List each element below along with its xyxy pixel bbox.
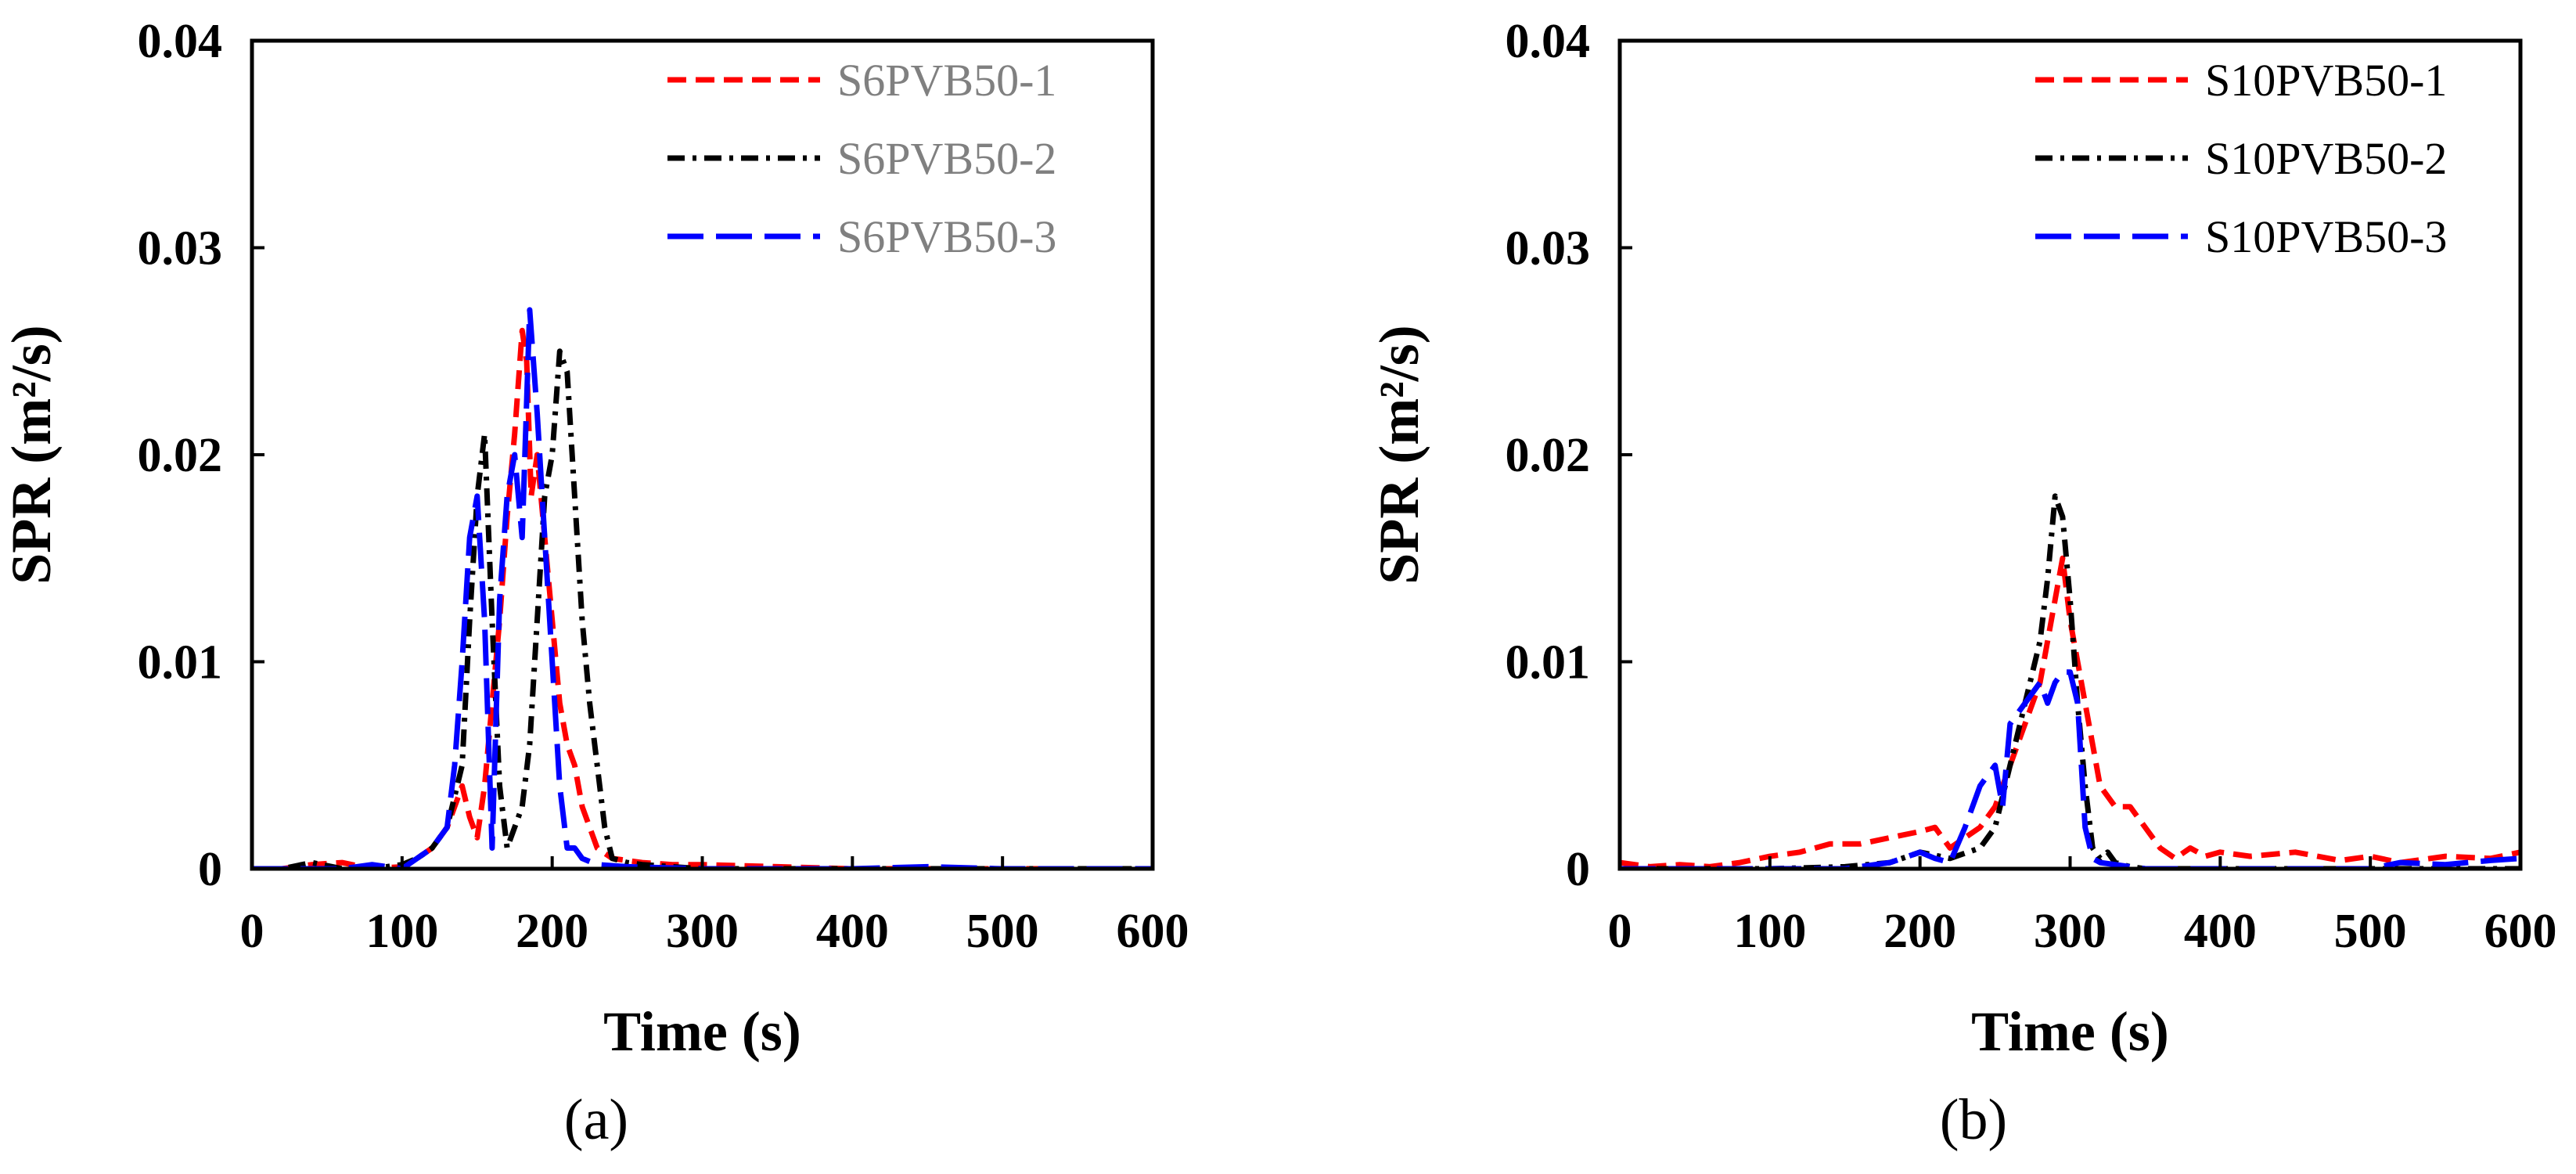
legend-label-S10PVB50-3: S10PVB50-3 (2205, 211, 2447, 262)
x-tick-label: 100 (365, 905, 438, 958)
x-tick-label: 400 (816, 905, 889, 958)
y-tick-label: 0.02 (1506, 429, 1591, 482)
x-axis-title: Time (s) (603, 1000, 801, 1063)
x-tick-label: 0 (1608, 905, 1632, 958)
legend-label-S6PVB50-1: S6PVB50-1 (837, 55, 1056, 106)
x-tick-label: 100 (1733, 905, 1806, 958)
y-tick-label: 0.03 (138, 222, 223, 275)
series-line-S6PVB50-3 (252, 307, 1153, 869)
y-axis-title: SPR (m²/s) (1368, 325, 1430, 585)
y-tick-label: 0 (198, 843, 222, 896)
x-tick-label: 300 (666, 905, 739, 958)
legend-label-S6PVB50-3: S6PVB50-3 (837, 211, 1056, 262)
chart-panel-a: 0 100 200 300 400 500 600 0 0.01 0.02 0.03 0.04 Time… (0, 15, 1189, 1152)
x-tick-label: 600 (2484, 905, 2557, 958)
legend-label-S10PVB50-1: S10PVB50-1 (2205, 55, 2447, 106)
series-line-S10PVB50-2 (1620, 493, 2520, 869)
x-tick-label: 600 (1117, 905, 1189, 958)
panel-label: (b) (1940, 1088, 2007, 1152)
series-line-S10PVB50-3 (1620, 669, 2520, 869)
y-tick-label: 0 (1566, 843, 1590, 896)
x-axis-title: Time (s) (1971, 1000, 2169, 1063)
panel-label: (a) (564, 1088, 628, 1152)
x-tick-label: 300 (2034, 905, 2106, 958)
y-axis-title: SPR (m²/s) (0, 325, 63, 585)
series-line-S10PVB50-1 (1620, 555, 2520, 869)
y-tick-label: 0.04 (1506, 15, 1591, 68)
series-line-S6PVB50-2 (252, 348, 1153, 869)
legend-label-S6PVB50-2: S6PVB50-2 (837, 133, 1056, 184)
y-tick-label: 0.01 (1506, 636, 1591, 690)
series-line-S6PVB50-1 (252, 327, 1153, 869)
legend: S6PVB50-1 S6PVB50-2 S6PVB50-3 (667, 55, 1056, 262)
y-tick-label: 0.04 (138, 15, 223, 68)
x-tick-label: 200 (1883, 905, 1956, 958)
x-tick-label: 400 (2184, 905, 2257, 958)
x-tick-label: 200 (516, 905, 588, 958)
y-tick-label: 0.02 (138, 429, 223, 482)
legend-label-S10PVB50-2: S10PVB50-2 (2205, 133, 2447, 184)
y-tick-label: 0.01 (138, 636, 223, 690)
chart-panel-b: 0 100 200 300 400 500 600 0 0.01 0.02 0.03 0.04 Time… (1368, 15, 2557, 1152)
legend: S10PVB50-1 S10PVB50-2 S10PVB50-3 (2035, 55, 2447, 262)
y-tick-label: 0.03 (1506, 222, 1591, 275)
x-tick-label: 500 (966, 905, 1039, 958)
x-tick-label: 0 (240, 905, 264, 958)
x-tick-label: 500 (2334, 905, 2407, 958)
